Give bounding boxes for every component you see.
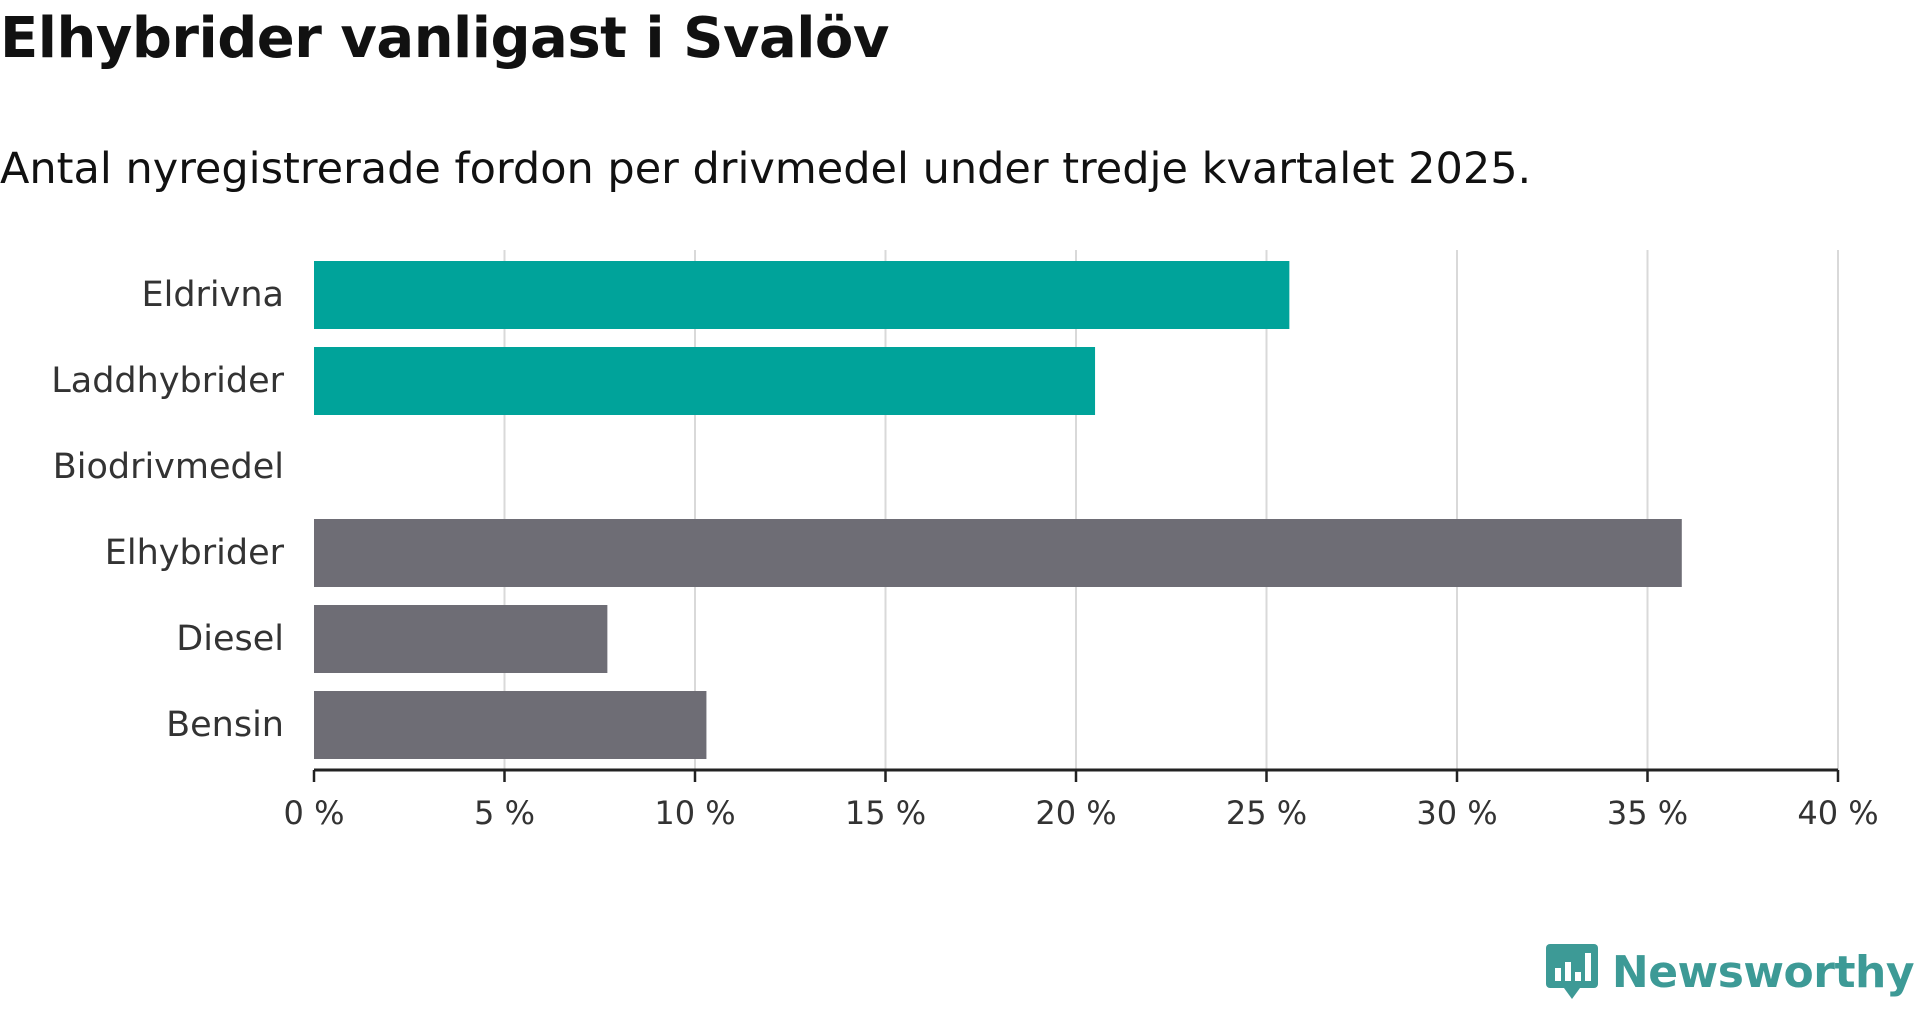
chart-subtitle: Antal nyregistrerade fordon per drivmede… (0, 144, 1532, 194)
x-tick-label: 35 % (1607, 794, 1688, 832)
category-label: Eldrivna (141, 275, 284, 315)
category-label: Bensin (166, 705, 284, 745)
category-label: Elhybrider (105, 533, 285, 573)
x-axis: 0 % 5 % 10 % 15 % 20 % 25 % 30 % 35 % 40 % (284, 768, 1879, 832)
bar-laddhybrider (314, 347, 1096, 415)
chart-title: Elhybrider vanligast i Svalöv (0, 6, 889, 71)
brand-logo: Newsworthy (1545, 944, 1915, 1000)
x-tick-label: 30 % (1416, 794, 1497, 832)
x-tick-label: 0 % (284, 794, 345, 832)
x-tick-label: 10 % (654, 794, 735, 832)
x-tick-label: 15 % (845, 794, 926, 832)
x-tick-label: 40 % (1797, 794, 1878, 832)
category-label: Laddhybrider (51, 361, 284, 401)
x-tick-label: 20 % (1035, 794, 1116, 832)
category-label: Diesel (176, 619, 284, 659)
bars (314, 261, 1682, 759)
bar-eldrivna (314, 261, 1290, 329)
x-tick-label: 25 % (1226, 794, 1307, 832)
brand-name: Newsworthy (1611, 946, 1915, 998)
bar-bensin (314, 691, 707, 759)
bar-diesel (314, 605, 608, 673)
bar-elhybrider (314, 519, 1682, 587)
newsworthy-logo-icon (1545, 944, 1598, 999)
category-label: Biodrivmedel (53, 447, 284, 487)
x-tick-label: 5 % (474, 794, 535, 832)
category-labels: Eldrivna Laddhybrider Biodrivmedel Elhybrid… (51, 275, 284, 745)
grid-lines (503, 250, 1839, 770)
